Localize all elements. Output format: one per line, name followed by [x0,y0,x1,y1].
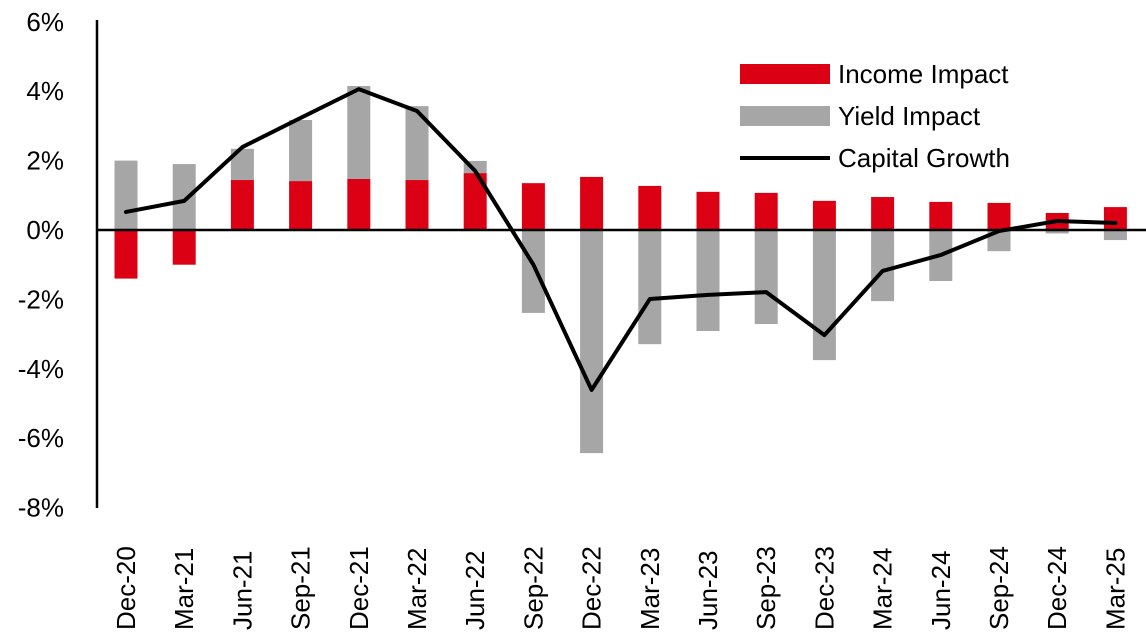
y-tick-label: 6% [26,7,64,37]
x-tick-label: Mar-24 [868,548,898,630]
yield-bar [521,230,545,313]
yield-bar [812,230,836,361]
income-bar [172,230,196,265]
y-tick-label: 0% [26,215,64,245]
legend-label: Yield Impact [838,101,981,131]
x-tick-label: Dec-21 [344,546,374,630]
x-tick-label: Mar-22 [402,548,432,630]
x-tick-label: Sep-21 [286,546,316,630]
income-bar [638,185,662,230]
yield-bar [1103,230,1127,241]
x-tick-label: Dec-23 [809,546,839,630]
income-bar [463,173,487,230]
yield-bar [347,85,371,179]
y-tick-label: -2% [18,284,64,314]
x-tick-label: Dec-20 [111,546,141,630]
income-bar [289,181,313,230]
y-tick-label: -8% [18,493,64,523]
y-tick-label: 4% [26,76,64,106]
yield-bar [754,230,778,325]
income-bar [871,197,895,230]
x-tick-label: Jun-21 [227,551,257,631]
income-bar [230,180,254,230]
income-bar [114,230,138,279]
income-bar [987,202,1011,230]
legend-label: Income Impact [838,59,1009,89]
x-tick-label: Dec-24 [1042,546,1072,630]
x-tick-label: Jun-22 [460,551,490,631]
capital-growth-line [124,87,1118,392]
legend-yield-swatch [740,106,830,126]
legend-label: Capital Growth [838,143,1010,173]
yield-bar [114,160,138,230]
yield-bar [1045,230,1069,234]
income-bar [812,200,836,230]
y-tick-label: -4% [18,354,64,384]
legend-income-swatch [740,64,830,84]
yield-bar [580,230,604,454]
yield-bar [405,106,429,181]
income-bar [405,180,429,230]
income-bar [521,183,545,230]
x-tick-label: Sep-22 [518,546,548,630]
x-tick-label: Mar-21 [169,548,199,630]
x-tick-label: Mar-25 [1100,548,1130,630]
x-tick-label: Sep-24 [984,546,1014,630]
yield-bar [696,230,720,331]
income-bar [1103,207,1127,230]
x-tick-label: Jun-24 [926,551,956,631]
yield-bar [289,120,313,182]
y-tick-label: -6% [18,423,64,453]
x-tick-label: Jun-23 [693,551,723,631]
income-bar [754,192,778,230]
income-bar [696,191,720,230]
yield-bar [871,230,895,302]
income-bar [580,176,604,230]
income-bar [347,178,371,230]
x-tick-label: Sep-23 [751,546,781,630]
x-tick-label: Mar-23 [635,548,665,630]
x-tick-label: Dec-22 [577,546,607,630]
yield-bar [638,230,662,345]
y-tick-label: 2% [26,146,64,176]
yield-bar [172,164,196,230]
yield-bar [230,148,254,181]
income-bar [929,201,953,230]
